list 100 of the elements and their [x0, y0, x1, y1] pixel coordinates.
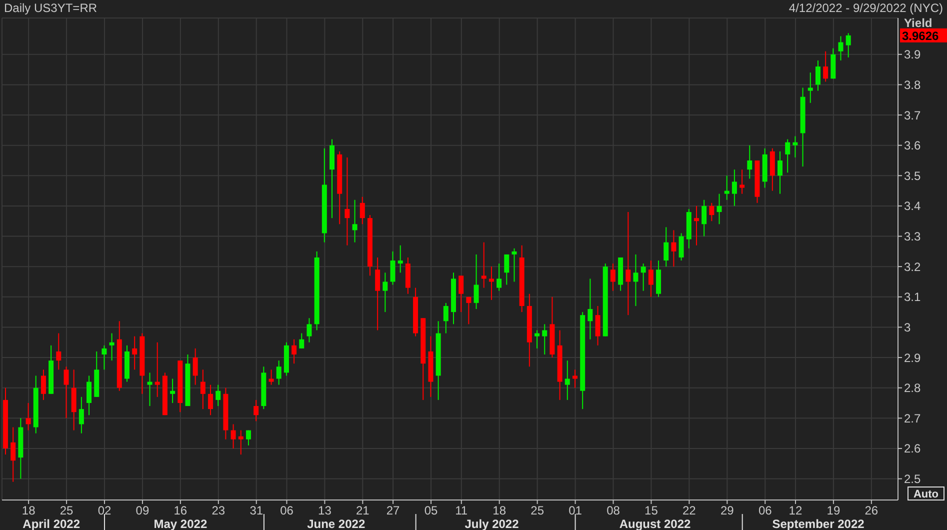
y-tick-label: 3.4 — [904, 199, 922, 214]
x-tick-label: 01 — [568, 504, 582, 518]
candlestick — [132, 336, 138, 370]
candlestick — [292, 338, 297, 364]
candlestick — [170, 378, 176, 404]
x-tick-label: 22 — [682, 504, 696, 518]
y-tick-label: 2.8 — [904, 381, 922, 396]
candlestick — [648, 260, 654, 298]
candlestick — [246, 430, 251, 446]
candlestick — [443, 302, 448, 334]
candlestick — [633, 254, 638, 306]
y-tick-label: 3.1 — [904, 290, 922, 304]
candlestick — [823, 50, 828, 82]
text: June 2022 — [307, 517, 366, 530]
candlestick — [200, 369, 206, 410]
candlestick — [306, 318, 312, 343]
candlestick — [109, 332, 114, 362]
y-tick-label: 2.5 — [904, 472, 922, 486]
candlestick — [724, 175, 730, 200]
candlestick — [702, 199, 707, 237]
candlestick — [740, 169, 745, 194]
x-tick-label: 13 — [318, 504, 332, 518]
x-tick-label: 21 — [356, 504, 370, 518]
x-tick-label: 12 — [788, 504, 802, 518]
candlestick — [254, 399, 259, 422]
candlestick — [352, 199, 358, 243]
x-tick-label: 27 — [386, 504, 400, 518]
candlestick — [102, 344, 107, 370]
candlestick — [474, 254, 479, 310]
x-tick-label: 06 — [758, 504, 772, 518]
candlestick — [488, 266, 494, 300]
candlestick — [694, 205, 699, 246]
candlestick — [230, 424, 236, 449]
candlestick — [512, 248, 517, 282]
candlestick — [154, 342, 160, 398]
x-tick-label: 26 — [864, 504, 878, 518]
candlestick — [678, 232, 684, 262]
candlestick — [732, 169, 737, 206]
text: Auto — [913, 488, 939, 500]
candlestick — [481, 242, 486, 288]
candlestick — [360, 196, 365, 225]
y-tick-label: 2.6 — [904, 442, 922, 456]
candlestick — [709, 202, 714, 222]
y-tick-label: 3.8 — [904, 78, 922, 92]
candlestick — [542, 324, 548, 355]
y-tick-label: 2.9 — [904, 350, 922, 365]
candlestick — [838, 36, 844, 61]
y-tick-label: 3.7 — [904, 108, 922, 122]
x-tick-label: 11 — [455, 504, 468, 518]
candlestick — [747, 144, 752, 180]
x-tick-label: 09 — [136, 504, 150, 518]
x-tick-label: 02 — [98, 504, 112, 518]
candlestick — [564, 360, 570, 400]
candlestick — [815, 60, 820, 92]
candlestick — [398, 244, 403, 274]
candlestick — [64, 366, 69, 419]
candlestick — [671, 230, 676, 268]
candlestick — [78, 396, 84, 434]
candlestick — [610, 263, 616, 292]
candlestick — [238, 430, 244, 456]
candlestick — [785, 138, 790, 174]
candlestick — [466, 296, 472, 325]
x-tick-label: 25 — [60, 504, 74, 518]
candlestick — [496, 263, 502, 292]
chart-subtitle: 4/12/2022 - 9/29/2022 (NYC) — [788, 1, 943, 15]
candlestick — [56, 332, 62, 370]
x-tick-label: 08 — [606, 504, 620, 518]
candlestick — [10, 426, 16, 482]
candlestick — [626, 212, 631, 316]
candlestick — [26, 402, 31, 431]
candlestick — [664, 226, 669, 268]
candlestick — [390, 250, 396, 286]
candlestick — [375, 256, 380, 331]
candlestick — [846, 32, 851, 58]
x-tick-label: 06 — [280, 504, 294, 518]
candlestick — [344, 156, 350, 246]
y-tick-label: 3.9 — [904, 48, 922, 62]
x-tick-label: 25 — [530, 504, 544, 518]
candlestick — [808, 72, 813, 104]
candlestick — [595, 305, 600, 346]
candlestick — [572, 369, 578, 388]
y-tick-label: 3.5 — [904, 168, 922, 183]
candlestick — [640, 263, 646, 292]
chart-title: Daily US3YT=RR — [4, 1, 98, 15]
y-tick-label: 3.3 — [904, 230, 922, 244]
candlestick — [792, 136, 798, 158]
x-tick-label: 19 — [826, 504, 840, 518]
x-tick-label: 05 — [424, 504, 438, 518]
y-axis-title: Yield — [904, 16, 932, 30]
candlestick — [299, 332, 304, 349]
candlestick — [534, 330, 540, 349]
y-tick-label: 3.6 — [904, 138, 922, 153]
candlestick — [504, 254, 510, 286]
x-tick-label: 16 — [174, 504, 188, 518]
candlestick — [208, 384, 214, 416]
candlestick — [147, 372, 152, 407]
y-tick-label: 3.2 — [904, 260, 922, 274]
y-tick-label: 2.7 — [904, 411, 922, 426]
x-tick-label: 15 — [644, 504, 658, 518]
candlestick — [588, 278, 593, 340]
